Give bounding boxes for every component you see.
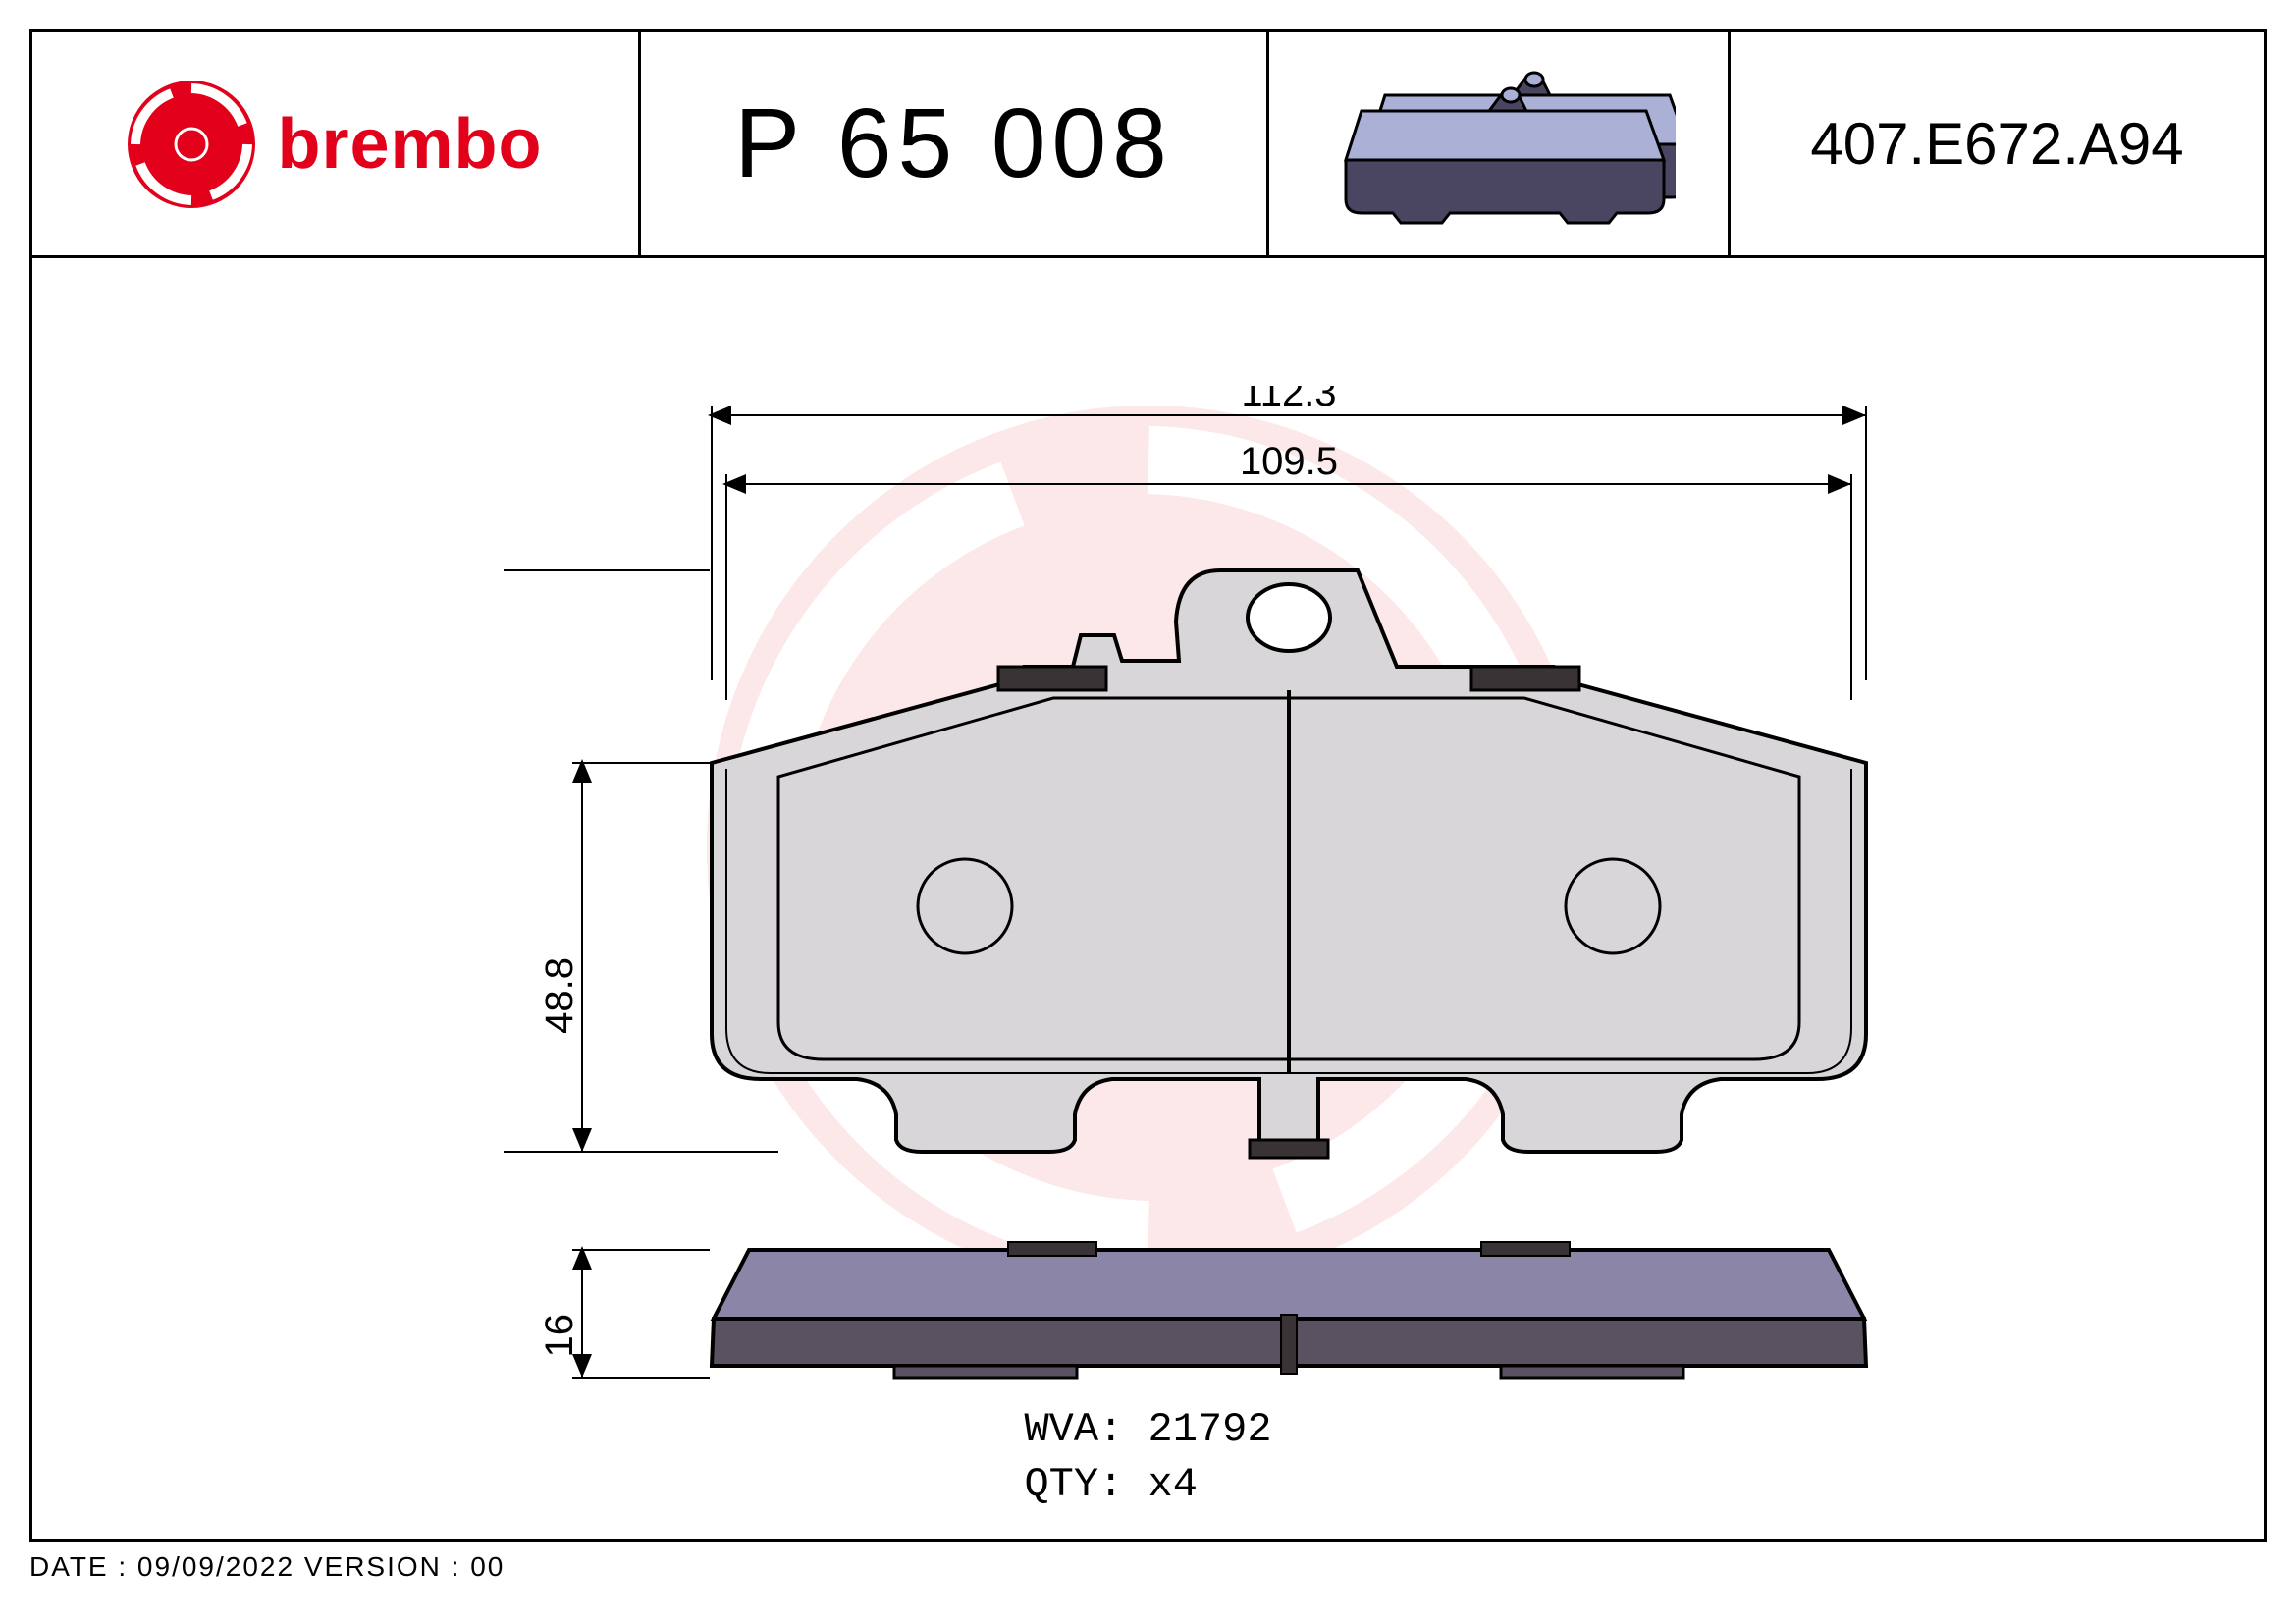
brake-pad-iso-icon (1322, 56, 1676, 233)
qty-value: x4 (1148, 1461, 1198, 1508)
dim-width-inner: 109.5 (1240, 440, 1338, 483)
logo-cell: brembo (32, 32, 641, 255)
qty-label: QTY: (1024, 1461, 1123, 1508)
reference-code: 407.E672.A94 (1810, 110, 2183, 178)
dim-thickness: 16 (538, 1314, 581, 1358)
footer-info: WVA: 21792 QTY: x4 (1024, 1402, 1271, 1512)
date-version: DATE : 09/09/2022 VERSION : 00 (29, 1551, 505, 1583)
part-number-cell: P 65 008 (641, 32, 1269, 255)
brake-pad-side-view (712, 1242, 1866, 1378)
header-row: brembo P 65 008 (32, 32, 2264, 258)
brembo-disc-icon (128, 81, 255, 208)
wva-label: WVA: (1024, 1406, 1123, 1453)
brand-logo: brembo (128, 81, 542, 208)
part-number: P 65 008 (734, 87, 1173, 200)
drawing-area: 112.3 109.5 73 48.8 (32, 258, 2264, 1540)
wva-value: 21792 (1148, 1406, 1272, 1453)
drawing-sheet: brembo P 65 008 (29, 29, 2267, 1542)
brake-pad-front-view (712, 570, 1866, 1158)
dim-height-inner: 48.8 (538, 957, 581, 1034)
dim-width-overall: 112.3 (1241, 386, 1336, 414)
brake-pad-drawing: 112.3 109.5 73 48.8 (504, 386, 2074, 1540)
brand-name: brembo (277, 104, 542, 185)
iso-view-cell (1269, 32, 1731, 255)
reference-code-cell: 407.E672.A94 (1731, 32, 2264, 255)
